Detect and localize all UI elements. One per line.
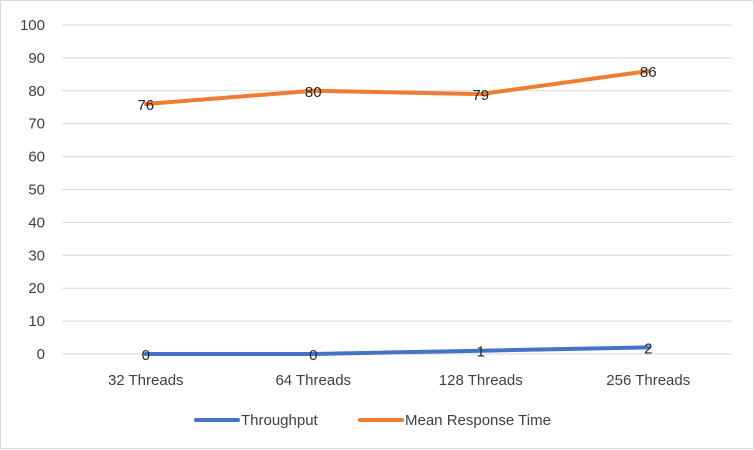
x-tick-label: 32 Threads [108,372,184,389]
x-tick-label: 128 Threads [439,372,523,389]
y-tick-label: 80 [28,83,45,100]
series-lines [143,69,651,356]
y-tick-label: 70 [28,116,45,133]
y-tick-label: 40 [28,214,45,231]
legend-label: Throughput [241,412,319,429]
y-tick-label: 100 [20,17,45,34]
data-label: 79 [472,87,489,104]
x-axis: 32 Threads 64 Threads 128 Threads 256 Threa… [108,372,690,389]
data-label: 80 [305,84,322,101]
x-tick-label: 256 Threads [606,372,690,389]
y-tick-label: 50 [28,182,45,199]
series-line-1 [143,69,651,106]
data-label: 0 [309,347,317,364]
data-label: 1 [477,344,485,361]
data-labels: 0 0 1 2 76 80 79 86 [137,64,656,364]
series-line-0 [143,345,651,356]
y-tick-label: 10 [28,313,45,330]
y-tick-label: 20 [28,280,45,297]
data-label: 2 [644,340,652,357]
data-label: 86 [640,64,657,81]
legend: Throughput Mean Response Time [194,412,551,429]
legend-label: Mean Response Time [405,412,551,429]
x-tick-label: 64 Threads [275,372,351,389]
data-label: 76 [137,97,154,114]
y-tick-label: 60 [28,149,45,166]
y-tick-label: 0 [37,346,45,363]
y-tick-label: 90 [28,50,45,67]
y-tick-label: 30 [28,247,45,264]
y-axis: 0 10 20 30 40 50 60 70 80 90 100 [20,17,45,363]
data-label: 0 [142,347,150,364]
